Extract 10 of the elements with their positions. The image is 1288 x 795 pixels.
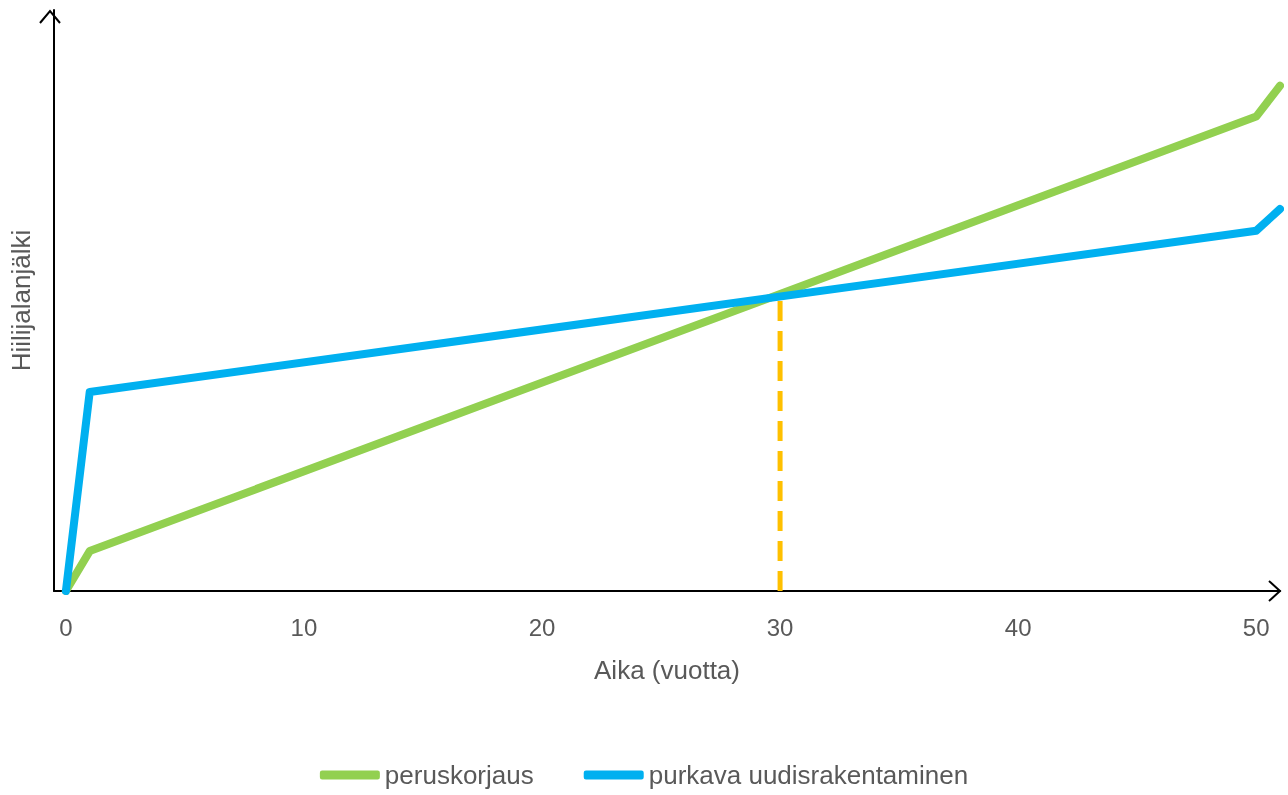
legend-label: peruskorjaus xyxy=(384,760,534,790)
x-tick-label: 10 xyxy=(290,613,318,641)
x-tick-label: 50 xyxy=(1242,613,1270,641)
x-tick-label: 20 xyxy=(528,613,556,641)
legend-label: purkava uudisrakentaminen xyxy=(648,760,969,790)
x-tick-label: 0 xyxy=(59,613,73,641)
x-axis-title: Aika (vuotta) xyxy=(594,655,740,685)
x-tick-label: 30 xyxy=(766,613,794,641)
y-axis-title: Hiilijalanjälki xyxy=(6,229,36,372)
x-tick-label: 40 xyxy=(1004,613,1032,641)
